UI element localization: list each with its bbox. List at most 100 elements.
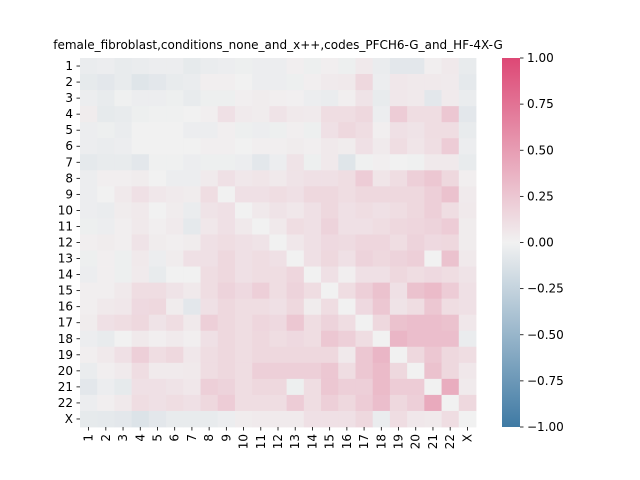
heatmap-cell bbox=[303, 202, 322, 219]
heatmap-cell bbox=[217, 410, 236, 428]
x-tick-label: 11 bbox=[254, 434, 268, 449]
heatmap-cell bbox=[389, 346, 408, 364]
heatmap-cell bbox=[97, 138, 115, 155]
heatmap-cell bbox=[114, 90, 133, 107]
heatmap-cell bbox=[303, 410, 322, 428]
y-tick-label: 11 bbox=[58, 219, 73, 233]
x-tick-label: 9 bbox=[219, 434, 233, 442]
heatmap-cell bbox=[234, 314, 253, 332]
heatmap-cell bbox=[166, 106, 184, 123]
heatmap-cell bbox=[183, 138, 201, 155]
heatmap-cell bbox=[252, 154, 270, 171]
heatmap-cell bbox=[321, 282, 339, 300]
heatmap-cell bbox=[355, 250, 374, 267]
heatmap-cell bbox=[183, 186, 201, 203]
heatmap-cell bbox=[269, 74, 288, 91]
heatmap-cell bbox=[441, 298, 460, 316]
y-tick-label: 10 bbox=[58, 203, 73, 217]
heatmap-cell bbox=[252, 170, 270, 187]
heatmap-cell bbox=[286, 410, 305, 428]
heatmap-cell bbox=[80, 394, 98, 412]
heatmap-cell bbox=[234, 138, 253, 155]
y-tick-label: 17 bbox=[58, 316, 73, 330]
heatmap-cell bbox=[286, 314, 305, 332]
heatmap-cell bbox=[252, 282, 270, 300]
heatmap-cell bbox=[286, 58, 305, 75]
heatmap-cell bbox=[303, 90, 322, 107]
heatmap-cell bbox=[183, 330, 201, 348]
heatmap-cell bbox=[441, 362, 460, 380]
heatmap-cell bbox=[166, 218, 184, 235]
heatmap-cell bbox=[286, 74, 305, 91]
heatmap-cell bbox=[338, 266, 356, 284]
heatmap-cell bbox=[234, 378, 253, 396]
heatmap-cell bbox=[148, 58, 167, 75]
heatmap-cell bbox=[217, 346, 236, 364]
heatmap-cell bbox=[80, 122, 98, 139]
heatmap-cell bbox=[131, 362, 150, 380]
x-tick-label: 12 bbox=[271, 434, 285, 449]
heatmap-cell bbox=[424, 154, 442, 171]
y-tick-label: 5 bbox=[65, 123, 73, 137]
heatmap-cell bbox=[338, 282, 356, 300]
heatmap-cell bbox=[441, 234, 460, 251]
heatmap-cell bbox=[200, 394, 219, 412]
heatmap-cell bbox=[372, 314, 391, 332]
heatmap-cell bbox=[338, 330, 356, 348]
colorbar-tick-label: 0.75 bbox=[527, 97, 554, 111]
heatmap-cell bbox=[269, 410, 288, 428]
heatmap-cell bbox=[269, 154, 288, 171]
heatmap-cell bbox=[217, 234, 236, 251]
heatmap-cell bbox=[372, 186, 391, 203]
heatmap-cell bbox=[389, 298, 408, 316]
heatmap-cell bbox=[200, 234, 219, 251]
heatmap-cell bbox=[372, 218, 391, 235]
heatmap-cell bbox=[148, 218, 167, 235]
heatmap-cell bbox=[441, 314, 460, 332]
heatmap-cell bbox=[148, 250, 167, 267]
heatmap-cell bbox=[372, 346, 391, 364]
heatmap-cell bbox=[441, 186, 460, 203]
heatmap-cell bbox=[441, 138, 460, 155]
heatmap-cell bbox=[234, 154, 253, 171]
heatmap-cell bbox=[303, 362, 322, 380]
heatmap-cell bbox=[286, 362, 305, 380]
heatmap-cell bbox=[303, 250, 322, 267]
heatmap-cell bbox=[355, 378, 374, 396]
y-tick-label: 7 bbox=[65, 155, 73, 169]
heatmap-cell bbox=[389, 122, 408, 139]
heatmap-cell bbox=[183, 298, 201, 316]
heatmap-cell bbox=[355, 138, 374, 155]
heatmap-cell bbox=[114, 218, 133, 235]
heatmap-cell bbox=[148, 378, 167, 396]
heatmap-cell bbox=[131, 154, 150, 171]
heatmap-cell bbox=[338, 186, 356, 203]
heatmap-cell bbox=[321, 266, 339, 284]
heatmap-cell bbox=[200, 90, 219, 107]
heatmap-cell bbox=[286, 378, 305, 396]
heatmap-cell bbox=[407, 74, 425, 91]
heatmap-cell bbox=[148, 298, 167, 316]
heatmap-cell bbox=[389, 74, 408, 91]
heatmap-cell bbox=[303, 234, 322, 251]
heatmap-cell bbox=[148, 90, 167, 107]
heatmap-cell bbox=[458, 90, 477, 107]
heatmap-cell bbox=[407, 170, 425, 187]
y-tick-label: 15 bbox=[58, 284, 73, 298]
heatmap-cell bbox=[321, 314, 339, 332]
heatmap-cell bbox=[458, 202, 477, 219]
heatmap-cell bbox=[372, 298, 391, 316]
heatmap-cell bbox=[441, 122, 460, 139]
heatmap-cell bbox=[114, 106, 133, 123]
heatmap-cell bbox=[424, 74, 442, 91]
heatmap-cell bbox=[372, 74, 391, 91]
heatmap-cell bbox=[217, 202, 236, 219]
heatmap-cell bbox=[200, 298, 219, 316]
heatmap-cell bbox=[80, 378, 98, 396]
heatmap-cell bbox=[131, 186, 150, 203]
heatmap-cell bbox=[441, 266, 460, 284]
y-tick-label: X bbox=[65, 412, 73, 426]
heatmap-cell bbox=[97, 330, 115, 348]
heatmap-cell bbox=[200, 202, 219, 219]
heatmap-cell bbox=[338, 394, 356, 412]
